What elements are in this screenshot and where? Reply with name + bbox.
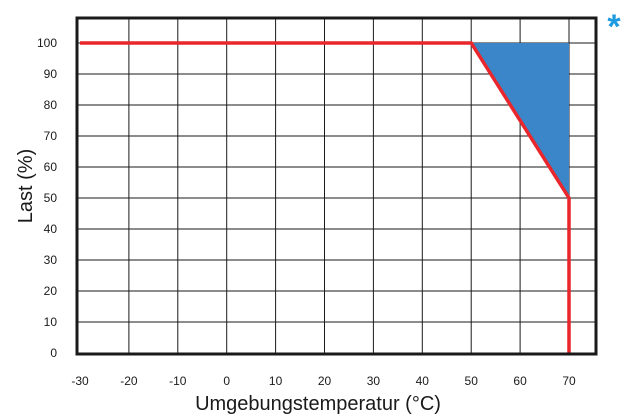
x-tick-label: 30 — [367, 374, 381, 388]
y-tick-label: 10 — [44, 315, 58, 329]
x-tick-label: 60 — [513, 374, 527, 388]
x-tick-label: 20 — [318, 374, 332, 388]
y-tick-label: 20 — [44, 284, 58, 298]
y-tick-label: 60 — [44, 160, 58, 174]
x-tick-label: 70 — [562, 374, 576, 388]
x-tick-label: 40 — [416, 374, 430, 388]
x-tick-label: -10 — [169, 374, 187, 388]
y-tick-label: 50 — [44, 191, 58, 205]
x-tick-label: -30 — [71, 374, 89, 388]
asterisk-marker: * — [607, 8, 621, 46]
y-tick-label: 100 — [37, 36, 57, 50]
derating-curve — [80, 41, 571, 353]
x-axis-label: Umgebungstemperatur (°C) — [195, 393, 441, 415]
x-tick-label: 10 — [269, 374, 283, 388]
y-tick-label: 0 — [50, 346, 57, 360]
y-tick-label: 70 — [44, 129, 58, 143]
x-tick-labels: -30 -20 -10 0 10 20 30 40 50 60 70 — [71, 374, 576, 388]
y-axis-label: Last (%) — [15, 149, 37, 223]
x-tick-label: -20 — [120, 374, 138, 388]
plot-frame — [75, 16, 598, 356]
y-tick-label: 80 — [44, 98, 58, 112]
y-tick-label: 30 — [44, 253, 58, 267]
x-tick-label: 0 — [223, 374, 230, 388]
y-tick-label: 40 — [44, 222, 58, 236]
x-tick-label: 50 — [465, 374, 479, 388]
y-tick-labels: 0 10 20 30 40 50 60 70 80 90 100 — [37, 36, 57, 360]
y-tick-label: 90 — [44, 67, 58, 81]
grid — [77, 18, 596, 354]
